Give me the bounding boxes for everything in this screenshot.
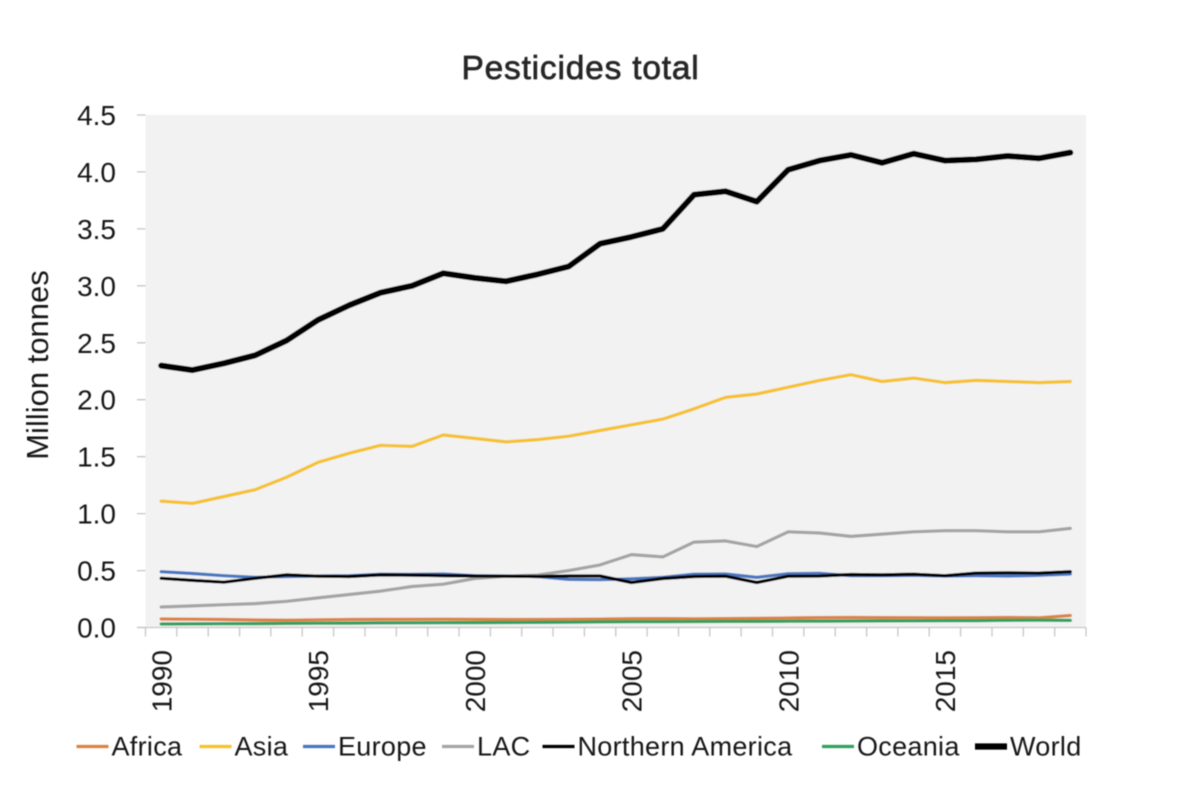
svg-text:Northern America: Northern America: [578, 732, 794, 762]
svg-text:0.0: 0.0: [77, 613, 116, 644]
svg-text:World: World: [1010, 732, 1082, 762]
svg-text:0.5: 0.5: [77, 556, 116, 587]
svg-text:2.5: 2.5: [77, 328, 116, 359]
svg-text:Pesticides total: Pesticides total: [461, 50, 699, 87]
svg-text:4.5: 4.5: [77, 100, 116, 131]
svg-text:1.5: 1.5: [77, 442, 116, 473]
svg-text:2015: 2015: [930, 650, 961, 712]
svg-text:2000: 2000: [460, 650, 491, 712]
svg-text:1990: 1990: [146, 650, 177, 712]
svg-text:Asia: Asia: [235, 732, 289, 762]
svg-text:LAC: LAC: [477, 732, 530, 762]
svg-text:2005: 2005: [617, 650, 648, 712]
svg-text:Million tonnes: Million tonnes: [20, 270, 55, 460]
svg-text:3.0: 3.0: [77, 271, 116, 302]
svg-text:4.0: 4.0: [77, 157, 116, 188]
svg-text:Africa: Africa: [112, 732, 183, 762]
svg-text:Europe: Europe: [338, 732, 427, 762]
svg-text:2010: 2010: [773, 650, 804, 712]
svg-text:3.5: 3.5: [77, 214, 116, 245]
svg-text:Oceania: Oceania: [857, 732, 960, 762]
svg-text:2.0: 2.0: [77, 385, 116, 416]
svg-text:1.0: 1.0: [77, 499, 116, 530]
svg-text:1995: 1995: [303, 650, 334, 712]
